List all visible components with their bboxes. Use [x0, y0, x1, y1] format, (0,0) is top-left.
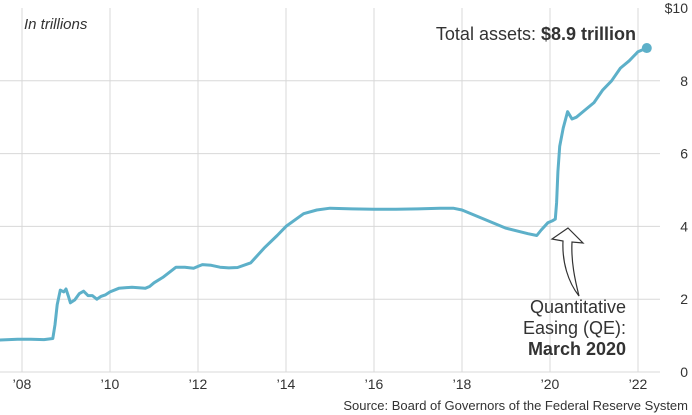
qe-label-line-3: March 2020	[528, 339, 626, 359]
x-tick-label: ’22	[629, 376, 648, 392]
x-tick-label: ’12	[189, 376, 208, 392]
unit-note: In trillions	[24, 16, 88, 33]
x-tick-label: ’18	[453, 376, 472, 392]
x-tick-label: ’08	[13, 376, 32, 392]
grid-lines	[0, 8, 660, 373]
y-tick-label: 4	[680, 218, 688, 234]
y-tick-label: 8	[680, 73, 688, 89]
x-tick-label: ’10	[101, 376, 120, 392]
total-assets-callout-value: $8.9 trillion	[541, 24, 636, 44]
total-assets-callout-label: Total assets:	[436, 24, 541, 44]
qe-curved-arrow	[550, 227, 585, 297]
x-tick-label: ’16	[365, 376, 384, 392]
total-assets-endpoint-marker	[641, 43, 652, 54]
x-tick-label: ’14	[277, 376, 296, 392]
qe-label-line-2: Easing (QE):	[523, 318, 626, 338]
total-assets-callout: Total assets: $8.9 trillion	[436, 24, 636, 44]
y-tick-label: 0	[680, 364, 688, 380]
source-note: Source: Board of Governors of the Federa…	[343, 398, 688, 413]
tick-labels: 0 2 4 6 8 $10 ’08 ’10 ’12 ’14 ’16 ’18 ’20 ’22	[13, 0, 689, 392]
y-tick-label: 6	[680, 146, 688, 162]
y-tick-label: 2	[680, 291, 688, 307]
qe-label-line-1: Quantitative	[530, 297, 626, 317]
y-tick-label: $10	[665, 0, 689, 16]
x-tick-label: ’20	[541, 376, 560, 392]
total-assets-line	[0, 46, 649, 342]
